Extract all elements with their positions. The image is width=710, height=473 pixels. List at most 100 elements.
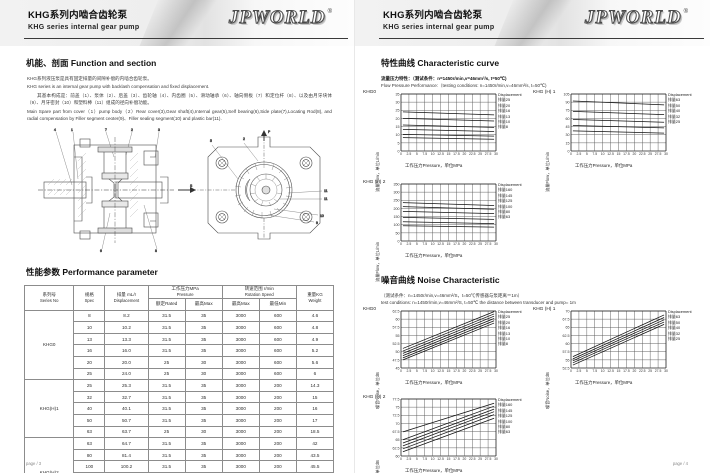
page-header-right: KHG系列内啮合齿轮泵 KHG series internal gear pum… <box>355 0 710 46</box>
chart-series-line <box>402 322 495 361</box>
legend-item: 排量145 <box>498 407 513 413</box>
table-cell: 200 <box>258 425 297 439</box>
table-cell: 31.5 <box>147 390 186 404</box>
svg-text:57.5: 57.5 <box>563 350 570 354</box>
table-head: 系列号 Series No 规格 Spec 排量 mL/r Displaceme… <box>23 285 335 311</box>
chart-series-line <box>402 414 495 450</box>
chart-legend-flow-khgh2: Displacement 排量160 排量145 排量125 排量100 排量80 排量63 <box>498 182 522 220</box>
legend-title: Displacement <box>668 309 692 314</box>
chart-xlabel-flow-khgh1: 工作压力Pressure，单位MPa <box>575 163 633 168</box>
table-cell: 35 <box>184 448 223 462</box>
right-page: KHG系列内啮合齿轮泵 KHG series internal gear pum… <box>355 0 710 473</box>
legend-item: 排量20 <box>498 102 511 108</box>
table-cell: 13.3 <box>104 332 149 346</box>
table-cell: 25 <box>73 367 106 381</box>
svg-text:P: P <box>268 130 271 134</box>
legend-item: 排量10 <box>498 336 511 342</box>
th-speed-min: 最低Min <box>258 297 297 311</box>
svg-text:22.5: 22.5 <box>639 152 646 156</box>
pump-section-svg: 4 1 7 2 3 6 8 <box>38 128 328 253</box>
chart-series-line <box>402 411 495 447</box>
chart-series-line <box>402 124 495 128</box>
table-cell: 35 <box>184 460 223 473</box>
table-cell: 600 <box>258 356 297 369</box>
chart-series-line <box>402 137 495 140</box>
desc-line-4: Main Spare part from cover（1）pump body（2… <box>27 108 332 122</box>
section-title-noise-en: Noise Characteristic <box>417 275 500 285</box>
svg-text:15: 15 <box>447 369 451 373</box>
table-cell: 200 <box>258 448 297 462</box>
header-titles: KHG系列内啮合齿轮泵 KHG series internal gear pum… <box>28 10 139 31</box>
table-cell: 200 <box>258 390 297 404</box>
svg-text:0: 0 <box>568 149 570 153</box>
table-row: 32 32.7 31.5 35 3000 200 15 <box>25 390 335 404</box>
legend-item: 排量10 <box>498 119 511 125</box>
svg-text:5: 5 <box>210 139 212 143</box>
chart-legend-flow-khgh1: Displacement 排量63 排量50 排量40 排量32 排量25 <box>668 92 692 124</box>
svg-text:105: 105 <box>564 92 570 96</box>
table-cell: 35 <box>184 390 223 404</box>
svg-text:22.5: 22.5 <box>469 242 476 246</box>
svg-text:17.5: 17.5 <box>623 369 630 373</box>
legend-item: 排量80 <box>498 424 511 430</box>
table-row: KHG(H)2 63 64.7 31.5 35 3000 200 42 <box>23 437 335 473</box>
svg-text:2.5: 2.5 <box>407 242 412 246</box>
th-weight: 重量KG Weight <box>295 285 335 311</box>
svg-text:22.5: 22.5 <box>469 457 476 461</box>
table-cell: 600 <box>258 321 297 334</box>
th-type: 规格 Spec <box>73 285 106 311</box>
section-title-noise-cn: 噪音曲线 <box>381 275 416 285</box>
table-cell: 10.2 <box>104 321 149 334</box>
table-cell: 35 <box>184 309 223 323</box>
svg-text:27.5: 27.5 <box>655 369 662 373</box>
legend-item: 排量20 <box>498 319 511 325</box>
table-cell: 3000 <box>221 321 260 334</box>
svg-text:60: 60 <box>566 342 570 346</box>
noise-chart-group: KHG0 噪音Noise，单位dB 45 47.5 50 52.5 55 57.5 60 62.5… <box>355 307 710 473</box>
svg-text:22.5: 22.5 <box>469 152 476 156</box>
table-cell: 100 <box>73 460 106 473</box>
svg-text:52.5: 52.5 <box>393 342 400 346</box>
table-cell: 4.6 <box>295 309 335 323</box>
svg-text:72.5: 72.5 <box>393 414 400 418</box>
table-cell: 31.5 <box>147 309 186 323</box>
legend-item: 排量32 <box>668 330 681 336</box>
legend-item: 排量40 <box>668 325 681 331</box>
table-cell: 30 <box>184 425 223 439</box>
svg-text:30: 30 <box>664 152 668 156</box>
legend-item: 排量25 <box>668 119 681 125</box>
th-speed-group: 转速范围 r/min Rotation Speed <box>221 285 297 299</box>
table-cell: 200 <box>258 437 297 450</box>
chart-legend-noise-khgh2: Displacement 排量160 排量145 排量125 排量100 排量80 排量63 <box>498 397 522 435</box>
th-series: 系列号 Series No <box>23 285 75 311</box>
table-body: KHG0 8 8.2 31.5 35 3000 600 4.6 10 10.2 31.5 35 3000… <box>23 309 335 473</box>
chart-series-line <box>402 320 495 359</box>
function-description: KHG系列液压泵是具有固定排量的间隙补偿的内啮合齿轮泵。 KHG series … <box>27 75 332 122</box>
chart-series-line <box>402 134 495 137</box>
table-cell: 8 <box>73 309 106 323</box>
section-title-performance-en: Performance parameter <box>62 267 158 278</box>
chart-series-line <box>402 417 495 453</box>
svg-text:2: 2 <box>131 128 133 132</box>
section-title-noise: 噪音曲线 Noise Characteristic <box>381 274 710 286</box>
svg-text:10: 10 <box>431 152 435 156</box>
chart-legend-flow-khg0: Displacement 排量25 排量20 排量16 排量13 排量10 排量8 <box>498 92 522 130</box>
chart-series-line <box>402 408 495 444</box>
chart-series-line <box>572 321 665 364</box>
header-titles-right: KHG系列内啮合齿轮泵 KHG series internal gear pum… <box>383 10 494 31</box>
section-title-curve-en: Characteristic curve <box>417 58 500 68</box>
svg-text:15: 15 <box>617 369 621 373</box>
svg-text:12.5: 12.5 <box>607 369 614 373</box>
chart-series-line <box>402 402 495 433</box>
flow-chart-row-2: KHG (H) 2 流量Flow，单位L/min 0 50 100 150 200 250 30… <box>363 180 710 282</box>
chart-flow-khgh2: KHG (H) 2 流量Flow，单位L/min 0 50 100 150 200 250 30… <box>363 180 533 282</box>
header-title-en: KHG series internal gear pump <box>28 24 140 31</box>
svg-text:50: 50 <box>396 231 400 235</box>
svg-text:22.5: 22.5 <box>639 369 646 373</box>
table-cell: 63.7 <box>104 425 149 439</box>
noise-conditions-en: test conditions: n=1450r/min,v=46mm²/S, … <box>381 300 576 305</box>
svg-text:25: 25 <box>478 152 482 156</box>
table-row: 16 16.0 31.5 35 3000 600 5.2 <box>25 344 335 357</box>
table-cell: 3000 <box>221 356 260 369</box>
legend-item: 排量63 <box>668 97 681 103</box>
